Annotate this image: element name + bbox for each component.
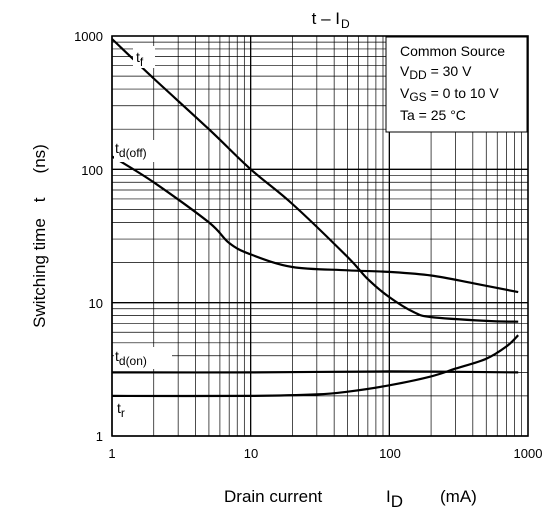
svg-text:td(on): td(on) bbox=[115, 348, 147, 368]
x-axis-symbol: ID bbox=[386, 487, 403, 511]
tick-labels: 1 10 100 1000 1 10 100 1000 bbox=[74, 29, 542, 461]
svg-text:td(off): td(off) bbox=[115, 140, 147, 160]
y-tick-label: 10 bbox=[89, 296, 103, 311]
x-tick-label: 10 bbox=[244, 446, 258, 461]
curves bbox=[111, 38, 519, 398]
legend-line-4: Ta = 25 °C bbox=[400, 107, 466, 123]
svg-text:tf: tf bbox=[136, 49, 144, 69]
plot-frame bbox=[111, 35, 529, 437]
curve-label-tr: tr bbox=[116, 400, 136, 422]
curve-tf bbox=[111, 38, 519, 323]
curve-label-tf: tf bbox=[133, 46, 155, 69]
curve-label-td-off: td(off) bbox=[114, 140, 174, 162]
y-tick-label: 100 bbox=[81, 163, 103, 178]
chart-title-sub: D bbox=[341, 17, 350, 31]
legend: Common Source VDD = 30 V VGS = 0 to 10 V… bbox=[385, 36, 528, 133]
x-axis-label: Drain current bbox=[224, 487, 323, 506]
x-tick-label: 1000 bbox=[514, 446, 543, 461]
svg-text:tr: tr bbox=[117, 400, 125, 420]
x-axis-unit: (mA) bbox=[440, 487, 477, 506]
legend-line-2: VDD = 30 V bbox=[400, 63, 472, 82]
curve-td-off bbox=[111, 155, 519, 294]
y-tick-label: 1000 bbox=[74, 29, 103, 44]
curve-tr bbox=[111, 334, 519, 398]
y-axis-label: Switching timet(ns) bbox=[30, 144, 49, 328]
chart-title: t – I bbox=[312, 9, 340, 28]
x-tick-label: 100 bbox=[379, 446, 401, 461]
curve-label-td-on: td(on) bbox=[114, 347, 172, 369]
curve-td-on bbox=[111, 370, 519, 374]
legend-line-3: VGS = 0 to 10 V bbox=[400, 85, 499, 104]
x-tick-label: 1 bbox=[108, 446, 115, 461]
legend-box bbox=[385, 36, 528, 133]
y-tick-label: 1 bbox=[96, 429, 103, 444]
legend-line-1: Common Source bbox=[400, 43, 505, 59]
